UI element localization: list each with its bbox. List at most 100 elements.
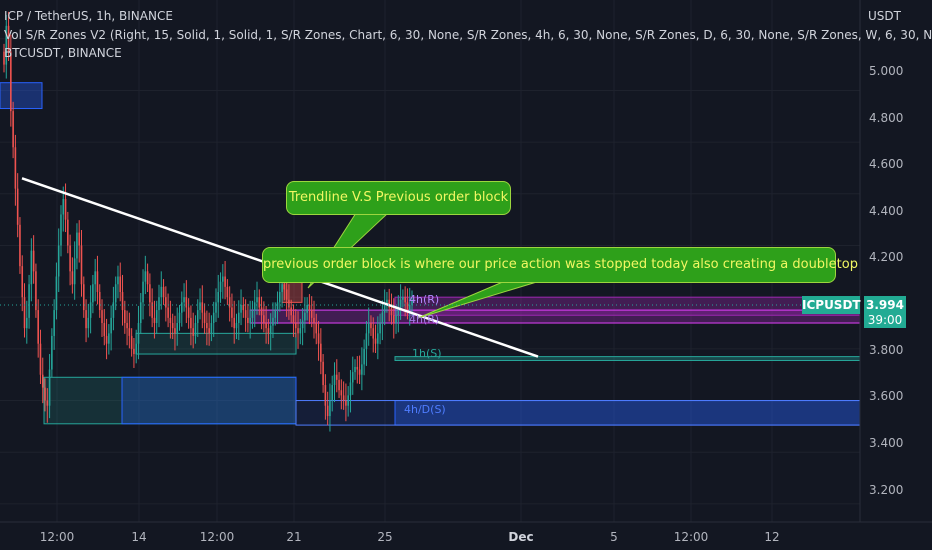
time-axis[interactable]: 12:00 14 12:00 21 25 Dec 5 12:00 12 xyxy=(40,530,780,544)
candle-body xyxy=(253,302,256,311)
candle-body xyxy=(98,292,101,311)
candle-body xyxy=(126,323,128,329)
candle-body xyxy=(7,25,10,52)
candle-body xyxy=(89,302,92,318)
candle-body xyxy=(180,302,183,313)
candle-body xyxy=(374,338,377,344)
candle-body xyxy=(267,328,270,334)
candle-body xyxy=(37,310,39,344)
candle-body xyxy=(103,323,106,336)
candle-body xyxy=(386,299,388,305)
candle-body xyxy=(144,271,147,282)
candle-body xyxy=(315,323,318,334)
time-tick: 12:00 xyxy=(40,530,75,544)
candle-body xyxy=(87,317,90,329)
candle-body xyxy=(35,271,37,311)
candle-body xyxy=(324,385,327,406)
ticker-price-tag: ICPUSDT xyxy=(802,296,861,314)
candle-body xyxy=(210,323,213,334)
order-block-box xyxy=(249,309,861,324)
symbol-legend[interactable]: ICP / TetherUS, 1h, BINANCE xyxy=(4,9,173,23)
candle-body xyxy=(322,361,324,386)
candle-body xyxy=(347,395,349,406)
candle-body xyxy=(331,385,334,401)
candle-body xyxy=(149,284,151,303)
time-tick: 25 xyxy=(377,530,392,544)
price-tick: 4.400 xyxy=(869,204,903,218)
candle-body xyxy=(370,323,372,329)
candle-body xyxy=(174,328,176,334)
candle-body xyxy=(212,312,215,324)
candle-body xyxy=(320,343,322,362)
candle-body xyxy=(340,390,343,396)
candle-body xyxy=(3,51,5,65)
price-tick: 4.600 xyxy=(869,157,903,171)
candle-body xyxy=(411,299,413,305)
candle-body xyxy=(196,310,199,324)
candle-body xyxy=(395,315,397,324)
callout-trendline[interactable]: Trendline V.S Previous order block xyxy=(286,181,511,215)
candle-body xyxy=(297,328,299,334)
candle-body xyxy=(135,343,137,355)
price-axis[interactable]: 5.000 4.800 4.600 4.400 4.200 3.800 3.60… xyxy=(869,64,903,497)
callout-order-block[interactable]: previous order block is where our price … xyxy=(262,247,858,283)
candle-body xyxy=(53,310,55,336)
candle-body xyxy=(119,276,122,293)
candle-body xyxy=(251,310,254,318)
candle-body xyxy=(155,310,158,324)
candle-body xyxy=(354,366,356,373)
candle-body xyxy=(82,284,85,311)
candle-body xyxy=(16,188,19,225)
candle-body xyxy=(351,372,354,383)
price-tick: 3.800 xyxy=(869,343,903,357)
order-block-box xyxy=(43,376,297,425)
candle-body xyxy=(356,366,359,370)
candle-body xyxy=(263,315,265,324)
candle-body xyxy=(247,317,249,324)
candle-body xyxy=(265,323,267,329)
price-tick: 3.200 xyxy=(869,483,903,497)
candle-body xyxy=(235,323,238,329)
candle-body xyxy=(23,297,26,329)
time-tick: 12:00 xyxy=(674,530,709,544)
candle-body xyxy=(335,374,338,380)
candle-body xyxy=(158,297,160,311)
candle-body xyxy=(258,297,261,308)
candle-body xyxy=(388,299,391,308)
candle-body xyxy=(162,286,165,298)
candle-body xyxy=(165,297,167,308)
price-unit-label[interactable]: USDT xyxy=(868,9,901,23)
price-tick: 4.800 xyxy=(869,111,903,125)
candle-body xyxy=(224,276,226,287)
candle-body xyxy=(21,266,24,298)
candle-body xyxy=(105,335,108,344)
candle-body xyxy=(94,271,96,285)
candle-body xyxy=(276,302,279,311)
candle-body xyxy=(114,284,117,303)
zone-label-4h-r-2: 4h(R) xyxy=(409,313,439,326)
candle-body xyxy=(269,325,272,334)
candle-body xyxy=(358,369,361,375)
sr-zone xyxy=(394,356,861,361)
bar-countdown-tag: 39:00 xyxy=(864,313,906,328)
indicator-legend[interactable]: Vol S/R Zones V2 (Right, 15, Solid, 1, S… xyxy=(4,28,932,42)
candle-body xyxy=(290,307,292,316)
time-tick: 12:00 xyxy=(200,530,235,544)
candle-body xyxy=(217,292,220,303)
candle-body xyxy=(379,323,381,334)
candle-body xyxy=(41,374,44,388)
candle-body xyxy=(176,323,179,334)
candle-body xyxy=(25,317,28,329)
order-block-box xyxy=(135,332,297,355)
zone-label-4h-d-s: 4h/D(S) xyxy=(404,403,446,416)
candle-body xyxy=(310,310,313,318)
candle-body xyxy=(308,304,311,311)
candle-body xyxy=(377,333,379,344)
sr-zones xyxy=(0,82,861,426)
candle-body xyxy=(381,312,384,324)
candle-body xyxy=(249,317,251,324)
compare-legend[interactable]: BTCUSDT, BINANCE xyxy=(4,46,122,60)
candle-body xyxy=(294,323,297,329)
candle-body xyxy=(71,271,74,285)
candle-body xyxy=(383,304,386,313)
